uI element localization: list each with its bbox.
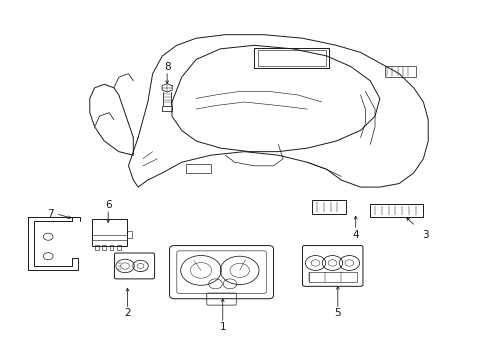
Text: 1: 1 <box>219 322 225 332</box>
Bar <box>127 231 132 238</box>
Text: 7: 7 <box>47 209 53 219</box>
Bar <box>102 245 106 250</box>
Text: 5: 5 <box>334 308 341 318</box>
Bar <box>369 204 423 217</box>
Bar <box>308 272 356 282</box>
Text: 8: 8 <box>163 62 170 72</box>
Bar <box>254 48 328 68</box>
Text: 4: 4 <box>352 230 358 240</box>
Text: 2: 2 <box>124 308 131 318</box>
Bar <box>257 50 325 66</box>
Bar <box>95 245 99 250</box>
Text: 6: 6 <box>104 200 111 210</box>
Bar <box>384 66 415 77</box>
Bar <box>186 164 210 173</box>
Bar <box>117 245 121 250</box>
Bar <box>109 245 113 250</box>
Bar <box>92 219 127 246</box>
Text: 3: 3 <box>422 230 428 240</box>
Bar <box>311 200 346 214</box>
